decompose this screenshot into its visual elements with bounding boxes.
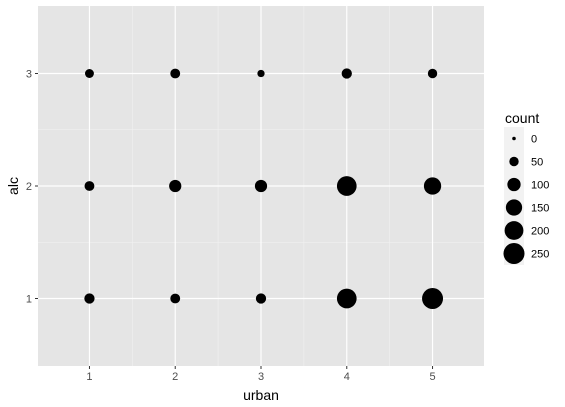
x-axis-title: urban — [243, 387, 279, 403]
y-tick-label: 3 — [26, 69, 32, 81]
data-point — [254, 179, 268, 193]
legend-label: 250 — [531, 249, 549, 261]
legend-key-symbol — [512, 136, 516, 141]
legend-title: count — [505, 110, 539, 126]
x-tick-label: 1 — [86, 371, 92, 383]
legend-items: 0 50 100 150 200 250 — [503, 127, 549, 265]
x-tick-label: 4 — [344, 371, 350, 383]
data-point — [85, 69, 94, 78]
x-axis-ticks: 1 2 3 4 5 — [86, 366, 436, 383]
y-axis-title: alc — [5, 177, 21, 195]
data-point — [423, 177, 442, 195]
data-point — [427, 68, 438, 79]
data-points — [84, 68, 444, 309]
y-tick-label: 1 — [26, 294, 32, 306]
data-point — [84, 293, 95, 304]
x-tick-label: 5 — [429, 371, 435, 383]
data-point — [336, 288, 357, 309]
x-tick-label: 3 — [258, 371, 264, 383]
legend-label: 0 — [531, 134, 537, 146]
y-axis-ticks: 1 2 3 — [26, 69, 38, 306]
legend-key-symbol — [503, 243, 525, 264]
legend-label: 100 — [531, 180, 549, 192]
legend-key-symbol — [507, 177, 521, 192]
legend-key-symbol — [505, 199, 523, 216]
data-point — [336, 176, 357, 196]
data-point — [169, 179, 182, 193]
data-point — [170, 293, 181, 304]
data-point — [341, 68, 352, 79]
y-tick-label: 2 — [26, 181, 32, 193]
data-point — [255, 293, 267, 304]
legend-key-symbol — [509, 156, 519, 167]
data-point — [422, 288, 444, 309]
legend: count 0 50 100 150 200 250 — [503, 110, 549, 265]
data-point — [84, 181, 95, 191]
legend-label: 50 — [531, 157, 543, 169]
x-tick-label: 2 — [172, 371, 178, 383]
legend-label: 200 — [531, 226, 549, 238]
data-point — [257, 69, 265, 78]
legend-label: 150 — [531, 203, 549, 215]
legend-key-symbol — [504, 221, 524, 240]
data-point — [170, 68, 181, 79]
